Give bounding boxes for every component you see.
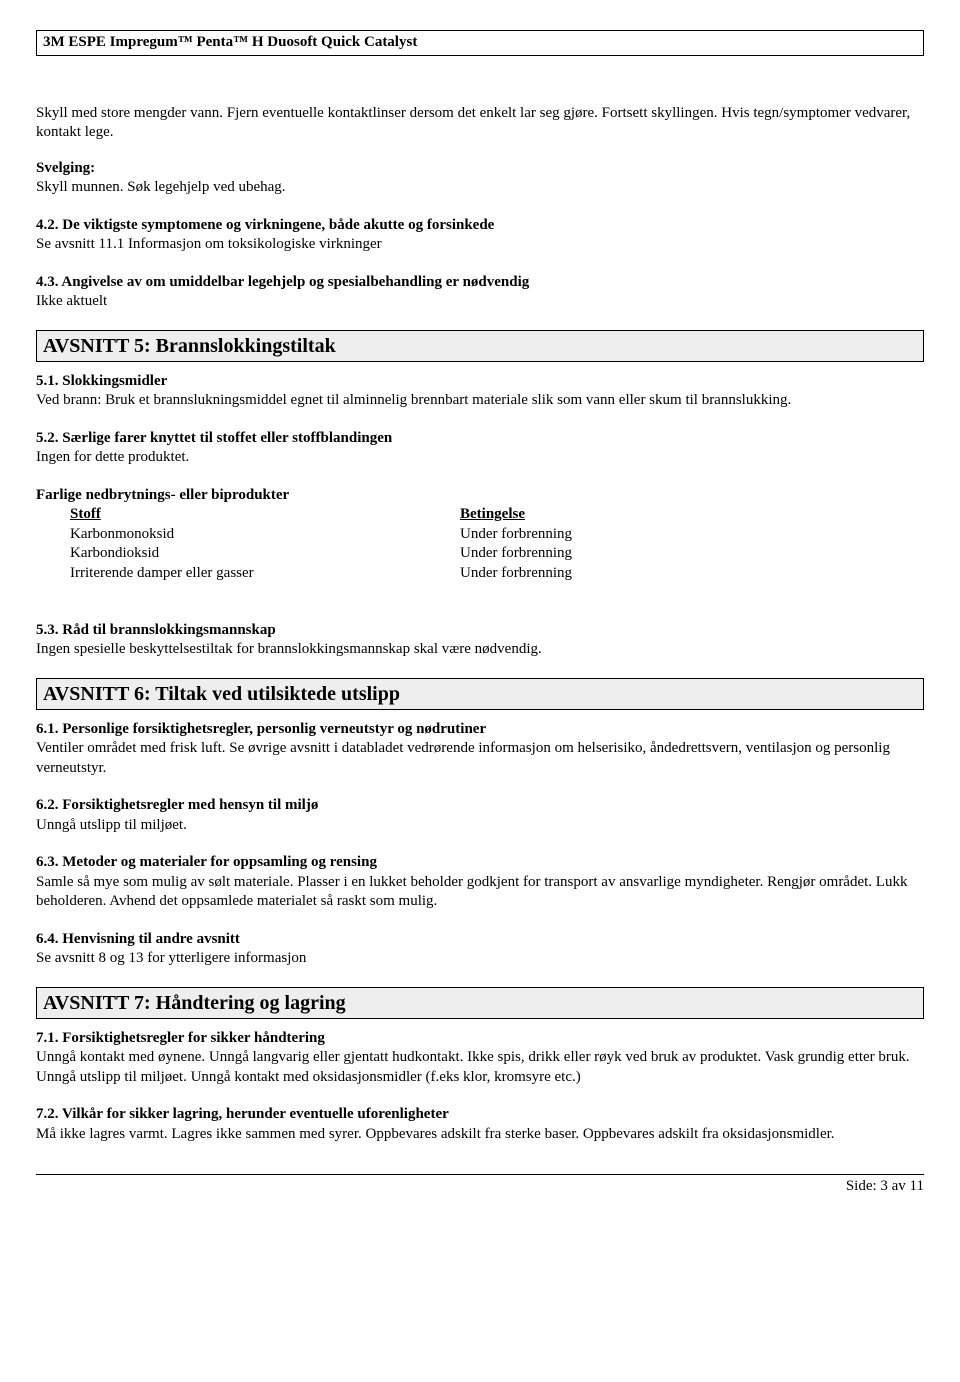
section-7-2-text: Må ikke lagres varmt. Lagres ikke sammen… [36, 1126, 835, 1142]
section-6-4-title: 6.4. Henvisning til andre avsnitt [36, 930, 924, 950]
section-7-1-title: 7.1. Forsiktighetsregler for sikker hånd… [36, 1029, 924, 1049]
section-6-2-text: Unngå utslipp til miljøet. [36, 817, 187, 833]
section-4-2-title: 4.2. De viktigste symptomene og virkning… [36, 216, 924, 236]
section-6-3-title: 6.3. Metoder og materialer for oppsamlin… [36, 853, 924, 873]
section-5-1-text: Ved brann: Bruk et brannslukningsmiddel … [36, 392, 791, 408]
section-5-2-text: Ingen for dette produktet. [36, 449, 189, 465]
byproducts-table: Stoff Betingelse Karbonmonoksid Under fo… [70, 505, 924, 583]
section-6-3-text: Samle så mye som mulig av sølt materiale… [36, 874, 907, 910]
section-6-1-block: 6.1. Personlige forsiktighetsregler, per… [36, 720, 924, 779]
section-4-2-block: 4.2. De viktigste symptomene og virkning… [36, 216, 924, 255]
table-row: Karbonmonoksid Under forbrenning [70, 525, 924, 545]
section-4-2-text: Se avsnitt 11.1 Informasjon om toksikolo… [36, 236, 382, 252]
byproduct-condition: Under forbrenning [460, 525, 924, 545]
byproduct-condition: Under forbrenning [460, 564, 924, 584]
section-4-3-block: 4.3. Angivelse av om umiddelbar legehjel… [36, 273, 924, 312]
byproduct-substance: Irriterende damper eller gasser [70, 564, 460, 584]
section-5-title: AVSNITT 5: Brannslokkingstiltak [43, 335, 336, 357]
byproduct-condition: Under forbrenning [460, 544, 924, 564]
section-5-1-title: 5.1. Slokkingsmidler [36, 372, 924, 392]
section-6-3-block: 6.3. Metoder og materialer for oppsamlin… [36, 853, 924, 912]
document-title: 3M ESPE Impregum™ Penta™ H Duosoft Quick… [43, 34, 417, 50]
section-6-2-title: 6.2. Forsiktighetsregler med hensyn til … [36, 796, 924, 816]
section-7-title: AVSNITT 7: Håndtering og lagring [43, 992, 346, 1014]
svelging-text: Skyll munnen. Søk legehjelp ved ubehag. [36, 179, 286, 195]
svelging-block: Svelging: Skyll munnen. Søk legehjelp ve… [36, 159, 924, 198]
section-5-1-block: 5.1. Slokkingsmidler Ved brann: Bruk et … [36, 372, 924, 411]
section-6-4-block: 6.4. Henvisning til andre avsnitt Se avs… [36, 930, 924, 969]
section-6-title-box: AVSNITT 6: Tiltak ved utilsiktede utslip… [36, 678, 924, 710]
section-5-3-text: Ingen spesielle beskyttelsestiltak for b… [36, 641, 542, 657]
section-5-3-title: 5.3. Råd til brannslokkingsmannskap [36, 621, 924, 641]
section-6-title: AVSNITT 6: Tiltak ved utilsiktede utslip… [43, 683, 400, 705]
page-footer: Side: 3 av 11 [36, 1177, 924, 1197]
byproduct-substance: Karbonmonoksid [70, 525, 460, 545]
section-4-3-text: Ikke aktuelt [36, 293, 107, 309]
section-6-4-text: Se avsnitt 8 og 13 for ytterligere infor… [36, 950, 306, 966]
svelging-label: Svelging: [36, 159, 924, 179]
table-row: Irriterende damper eller gasser Under fo… [70, 564, 924, 584]
byproducts-col2-header: Betingelse [460, 505, 924, 525]
document-title-box: 3M ESPE Impregum™ Penta™ H Duosoft Quick… [36, 30, 924, 56]
section-6-2-block: 6.2. Forsiktighetsregler med hensyn til … [36, 796, 924, 835]
intro-paragraph: Skyll med store mengder vann. Fjern even… [36, 104, 924, 143]
section-5-2-title: 5.2. Særlige farer knyttet til stoffet e… [36, 429, 924, 449]
section-6-1-title: 6.1. Personlige forsiktighetsregler, per… [36, 720, 924, 740]
section-7-title-box: AVSNITT 7: Håndtering og lagring [36, 987, 924, 1019]
section-5-title-box: AVSNITT 5: Brannslokkingstiltak [36, 330, 924, 362]
section-7-1-block: 7.1. Forsiktighetsregler for sikker hånd… [36, 1029, 924, 1088]
section-5-2-block: 5.2. Særlige farer knyttet til stoffet e… [36, 429, 924, 468]
byproduct-substance: Karbondioksid [70, 544, 460, 564]
byproducts-heading: Farlige nedbrytnings- eller biprodukter [36, 486, 924, 506]
byproducts-col1-header: Stoff [70, 505, 460, 525]
page-number: Side: 3 av 11 [846, 1178, 924, 1194]
section-6-1-text: Ventiler området med frisk luft. Se øvri… [36, 740, 890, 776]
section-7-2-title: 7.2. Vilkår for sikker lagring, herunder… [36, 1105, 924, 1125]
section-7-1-text: Unngå kontakt med øynene. Unngå langvari… [36, 1049, 910, 1085]
section-5-3-block: 5.3. Råd til brannslokkingsmannskap Inge… [36, 621, 924, 660]
table-row: Karbondioksid Under forbrenning [70, 544, 924, 564]
section-4-3-title: 4.3. Angivelse av om umiddelbar legehjel… [36, 273, 924, 293]
footer-divider [36, 1174, 924, 1175]
byproducts-header-row: Stoff Betingelse [70, 505, 924, 525]
section-7-2-block: 7.2. Vilkår for sikker lagring, herunder… [36, 1105, 924, 1144]
